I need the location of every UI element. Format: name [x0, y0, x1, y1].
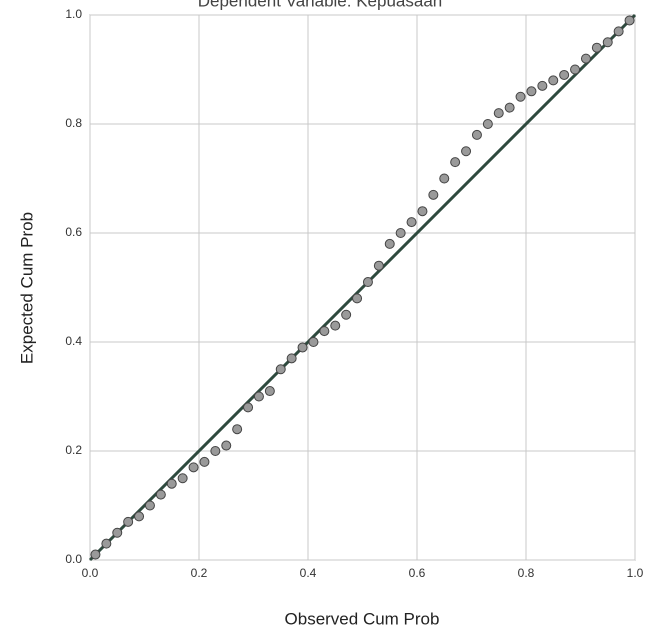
- point: [341, 309, 352, 320]
- point: [319, 326, 330, 337]
- point: [591, 42, 602, 53]
- point: [253, 391, 264, 402]
- point: [362, 277, 373, 288]
- point: [210, 446, 221, 456]
- x-tick-label: 0.8: [518, 566, 535, 580]
- point: [428, 189, 439, 200]
- reference-line: [88, 13, 637, 562]
- point: [613, 26, 624, 37]
- point: [134, 511, 145, 522]
- point: [373, 260, 384, 271]
- x-tick-label: 0.0: [82, 566, 99, 580]
- x-tick-label: 0.6: [409, 566, 426, 580]
- point: [297, 342, 308, 353]
- point: [286, 353, 297, 364]
- point: [232, 424, 243, 435]
- point: [580, 53, 591, 64]
- point: [515, 91, 526, 102]
- point: [624, 15, 635, 26]
- y-tick-label: 0.8: [65, 116, 82, 130]
- point: [461, 146, 472, 157]
- point: [177, 473, 188, 484]
- chart-title: Dependent Variable: Kepuasaan: [198, 0, 442, 10]
- point: [450, 157, 461, 168]
- point: [493, 108, 504, 119]
- point: [537, 80, 548, 91]
- point: [548, 75, 559, 86]
- point: [406, 217, 417, 228]
- point: [559, 69, 570, 80]
- point: [155, 489, 166, 500]
- point: [417, 206, 428, 217]
- y-tick-label: 0.6: [65, 225, 82, 239]
- point: [439, 173, 450, 184]
- point: [264, 386, 275, 397]
- point: [112, 527, 123, 538]
- point: [504, 102, 515, 113]
- point: [123, 516, 134, 527]
- point: [395, 228, 406, 238]
- point: [144, 500, 155, 511]
- x-tick-label: 1.0: [627, 566, 644, 580]
- point: [352, 293, 363, 304]
- y-tick-label: 0.2: [65, 443, 82, 457]
- point: [243, 402, 254, 413]
- x-tick-label: 0.4: [300, 566, 317, 580]
- point: [166, 478, 177, 489]
- point: [101, 538, 112, 549]
- point: [602, 37, 613, 48]
- y-tick-label: 0.4: [65, 334, 82, 348]
- point: [570, 64, 581, 75]
- point: [526, 86, 537, 97]
- point: [275, 364, 286, 375]
- point: [188, 462, 199, 473]
- point: [221, 440, 232, 451]
- y-tick-label: 1.0: [65, 7, 82, 21]
- point: [308, 337, 319, 347]
- x-axis-title: Observed Cum Prob: [285, 609, 440, 628]
- point: [330, 320, 341, 331]
- point: [471, 129, 482, 140]
- point: [90, 549, 101, 560]
- point: [384, 238, 395, 249]
- y-axis-title: Expected Cum Prob: [17, 212, 36, 364]
- x-tick-label: 0.2: [191, 566, 208, 580]
- point: [199, 456, 210, 467]
- point: [482, 119, 493, 129]
- y-tick-label: 0.0: [65, 552, 82, 566]
